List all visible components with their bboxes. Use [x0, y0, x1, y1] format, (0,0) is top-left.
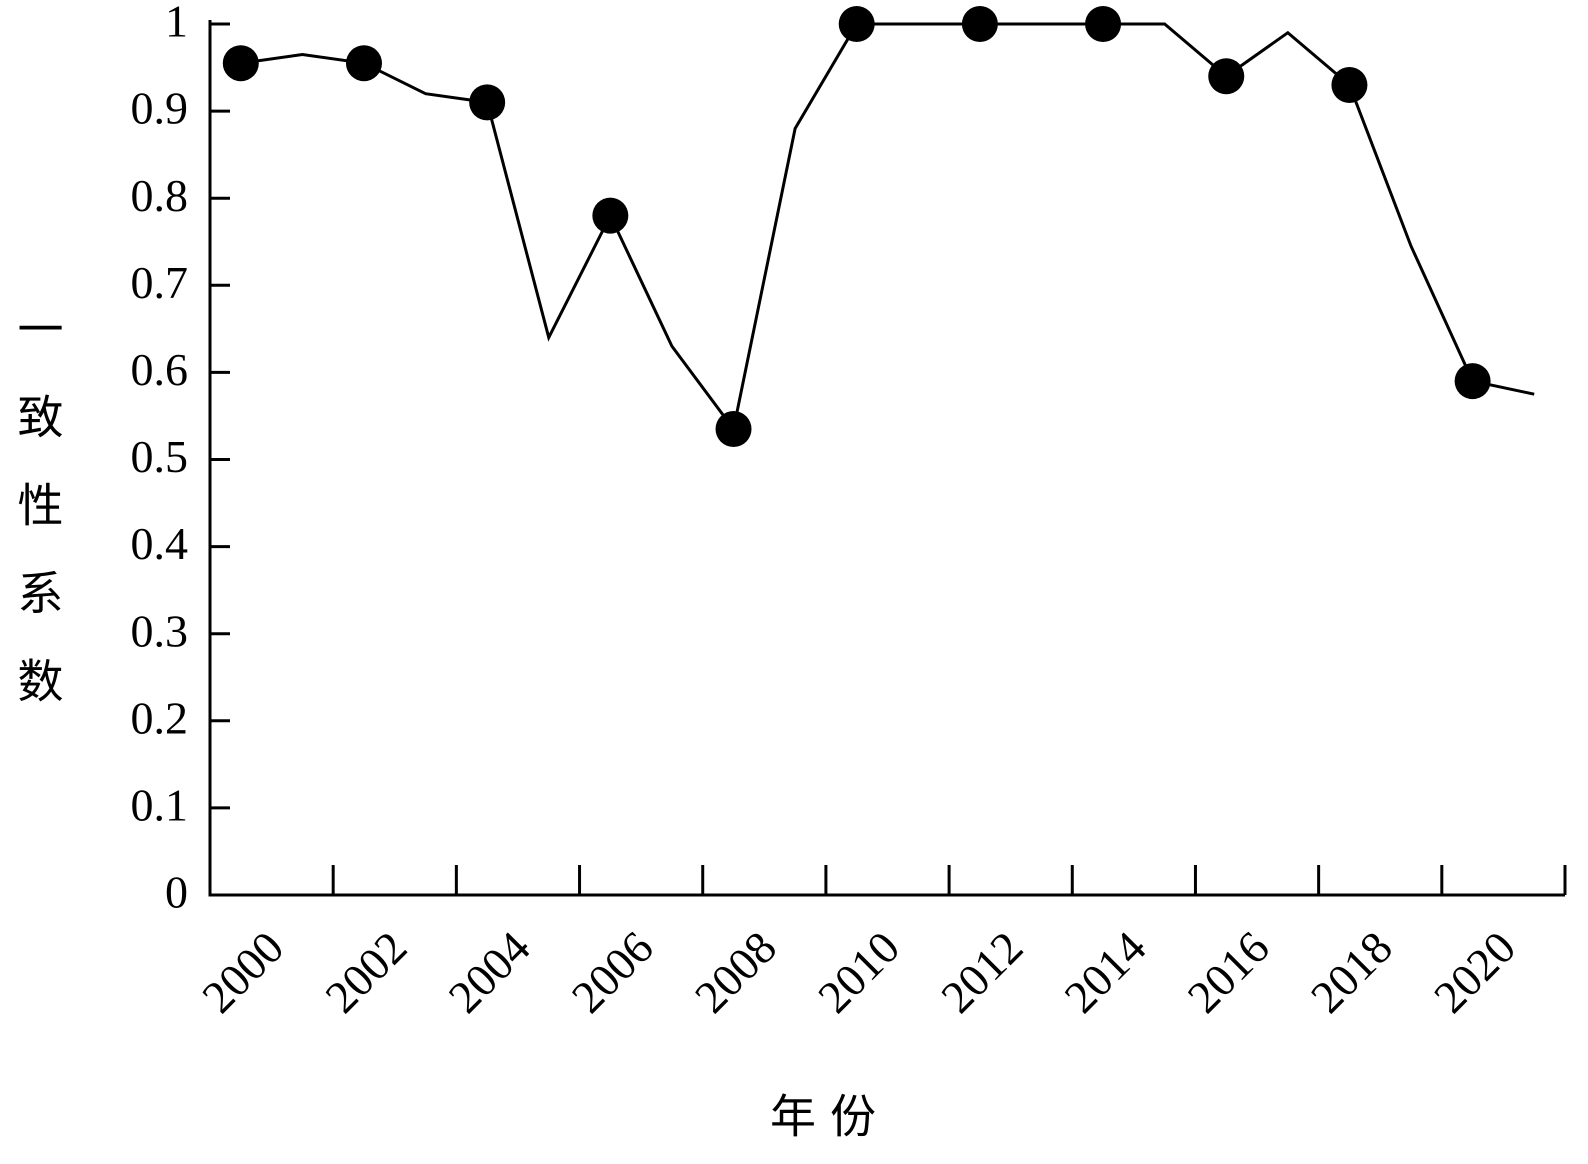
marker [1208, 58, 1245, 95]
y-tick-label: 0.8 [131, 170, 189, 221]
marker [592, 197, 629, 234]
y-tick-label: 0.7 [131, 257, 189, 308]
x-tick-label: 2002 [315, 921, 416, 1022]
x-tick-label: 2012 [931, 921, 1032, 1022]
y-tick-label: 0.3 [131, 605, 189, 656]
marker [1085, 6, 1122, 42]
x-tick-label: 2018 [1301, 921, 1402, 1022]
marker [1331, 66, 1368, 103]
y-tick-label: 0.2 [131, 692, 189, 743]
y-tick-label: 0.5 [131, 431, 189, 482]
x-tick-label: 2000 [192, 921, 293, 1022]
y-tick-label: 0.9 [131, 83, 189, 134]
marker [715, 411, 752, 448]
x-tick-label: 2020 [1424, 921, 1525, 1022]
x-tick-label: 2010 [808, 921, 909, 1022]
y-tick-label: 0.4 [131, 518, 189, 569]
x-tick-label: 2006 [562, 921, 663, 1022]
x-axis-label: 年份 [770, 1092, 890, 1143]
x-tick-label: 2008 [685, 921, 786, 1022]
marker [222, 45, 259, 82]
marker [838, 6, 875, 42]
line [240, 22, 1535, 433]
x-tick-label: 2016 [1178, 921, 1279, 1022]
marker [345, 45, 382, 82]
marker [469, 84, 506, 121]
x-tick-label: 2004 [439, 921, 540, 1022]
y-tick-label: 0 [165, 867, 188, 918]
y-tick-label: 1 [165, 0, 188, 47]
y-tick-label: 0.6 [131, 344, 189, 395]
y-axis-label: 一致性系数 [11, 305, 62, 745]
y-tick-label: 0.1 [131, 779, 189, 830]
marker [961, 6, 998, 42]
marker [1454, 363, 1491, 400]
x-tick-label: 2014 [1054, 921, 1155, 1022]
